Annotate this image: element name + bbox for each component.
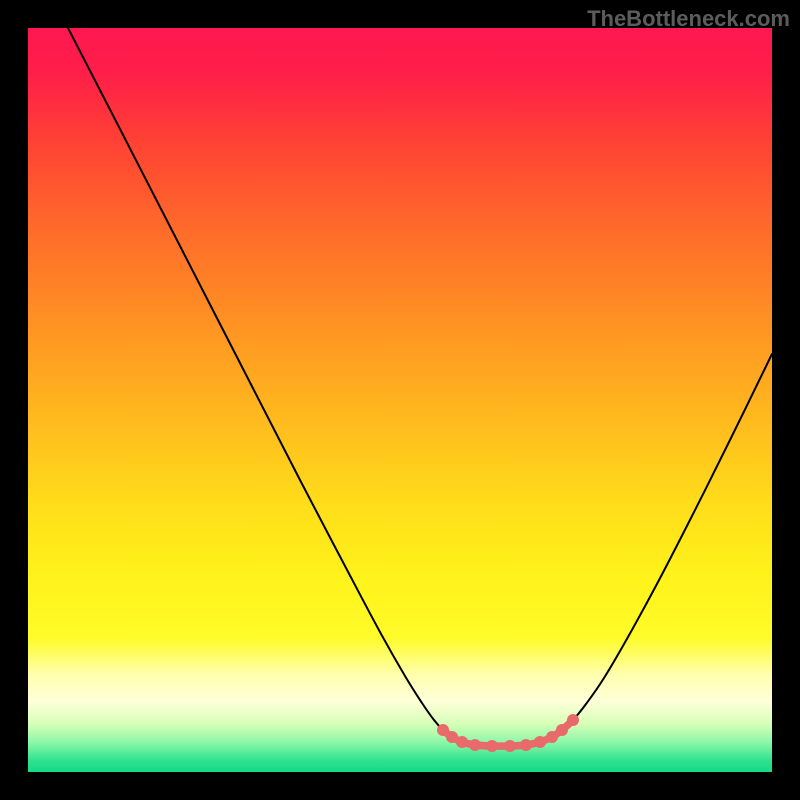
- chart-background: [28, 28, 772, 772]
- optimal-marker: [456, 736, 468, 748]
- watermark-text: TheBottleneck.com: [587, 6, 790, 32]
- optimal-marker: [534, 736, 546, 748]
- bottleneck-chart: TheBottleneck.com: [0, 0, 800, 800]
- optimal-marker: [546, 731, 558, 743]
- optimal-marker: [486, 740, 498, 752]
- optimal-marker: [556, 724, 568, 736]
- optimal-marker: [567, 714, 579, 726]
- optimal-marker: [520, 739, 532, 751]
- optimal-marker: [469, 739, 481, 751]
- optimal-marker: [504, 740, 516, 752]
- chart-svg: [0, 0, 800, 800]
